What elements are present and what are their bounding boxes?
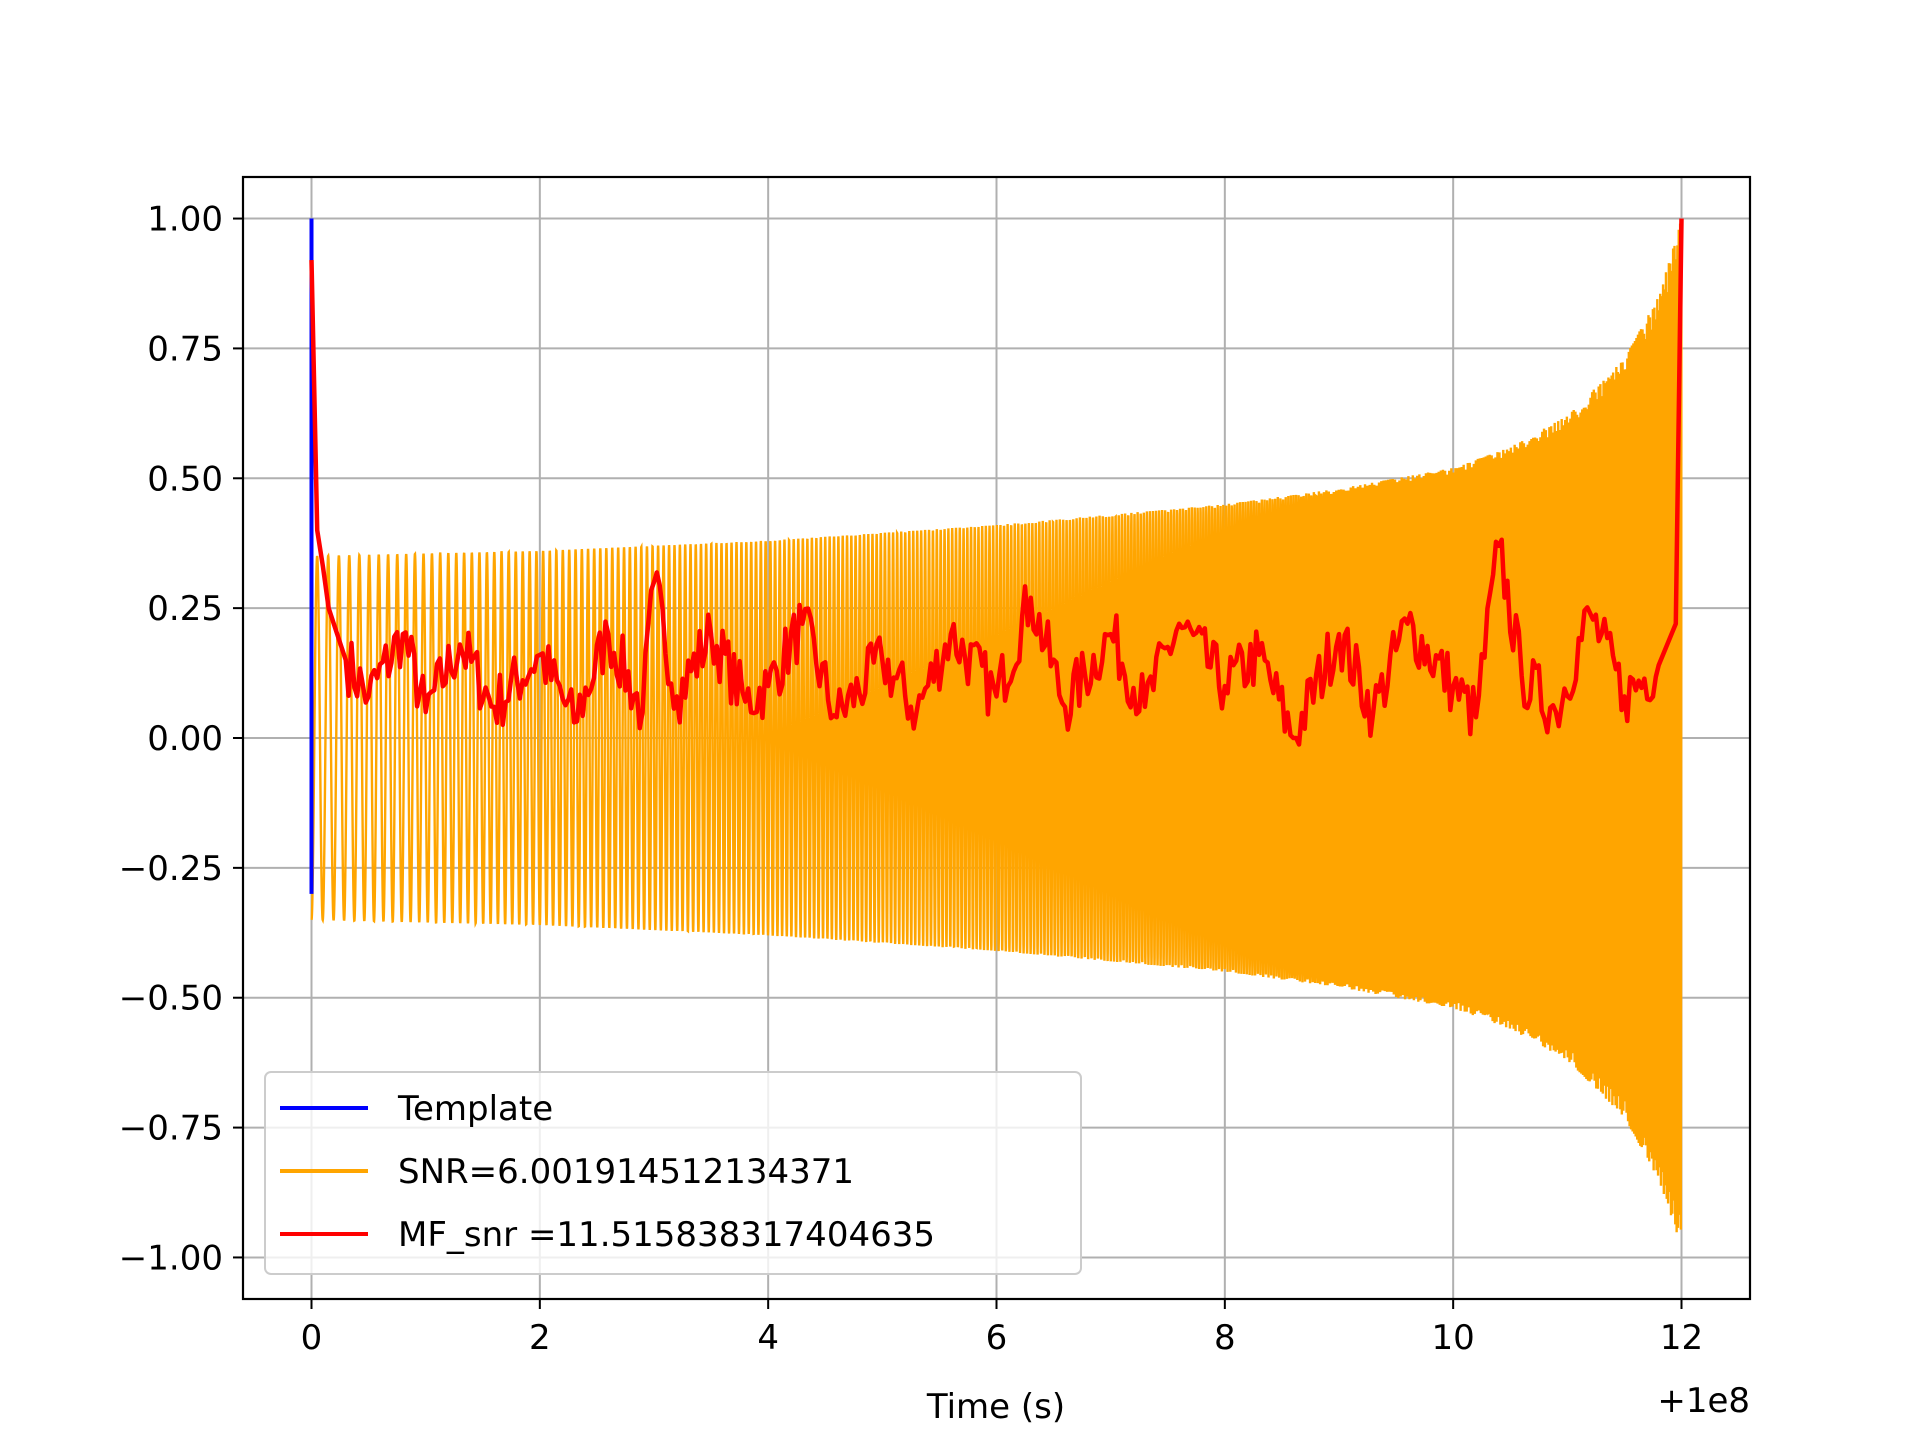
y-tick-label: 0.50	[147, 459, 223, 499]
legend-label-snr: SNR=6.001914512134371	[398, 1152, 854, 1192]
y-tick-label: 1.00	[147, 200, 223, 240]
x-tick-label: 2	[529, 1318, 551, 1358]
y-tick-label: −0.50	[119, 979, 223, 1019]
y-tick-label: 0.75	[147, 329, 223, 369]
plot-layer	[309, 218, 1684, 1233]
y-tick-label: 0.00	[147, 719, 223, 759]
x-tick-label: 6	[986, 1318, 1008, 1358]
series-snr-line	[310, 223, 1683, 1233]
x-tick-label: 10	[1432, 1318, 1475, 1358]
x-offset-label: +1e8	[1657, 1381, 1750, 1421]
x-tick-label: 0	[301, 1318, 323, 1358]
y-tick-label: −0.25	[119, 849, 223, 889]
y-tick-label: −1.00	[119, 1238, 223, 1278]
y-tick-label: −0.75	[119, 1109, 223, 1149]
x-tick-label: 4	[757, 1318, 779, 1358]
series-mf-snr-line	[309, 218, 1684, 747]
y-tick-label: 0.25	[147, 589, 223, 629]
legend-label-mf-snr: MF_snr =11.515838317404635	[398, 1215, 935, 1255]
x-tick-label: 8	[1214, 1318, 1236, 1358]
legend-label-template: Template	[397, 1089, 553, 1129]
legend: Template SNR=6.001914512134371 MF_snr =1…	[264, 1071, 1082, 1275]
legend-box	[264, 1071, 1082, 1275]
x-axis-label: Time (s)	[926, 1387, 1065, 1427]
tick-layer: 0 2 4 6 8 10 12 1.00 0.75 0.50 0.25 0.00 −0.25 −0.50 −…	[119, 200, 1703, 1358]
x-tick-label: 12	[1660, 1318, 1703, 1358]
